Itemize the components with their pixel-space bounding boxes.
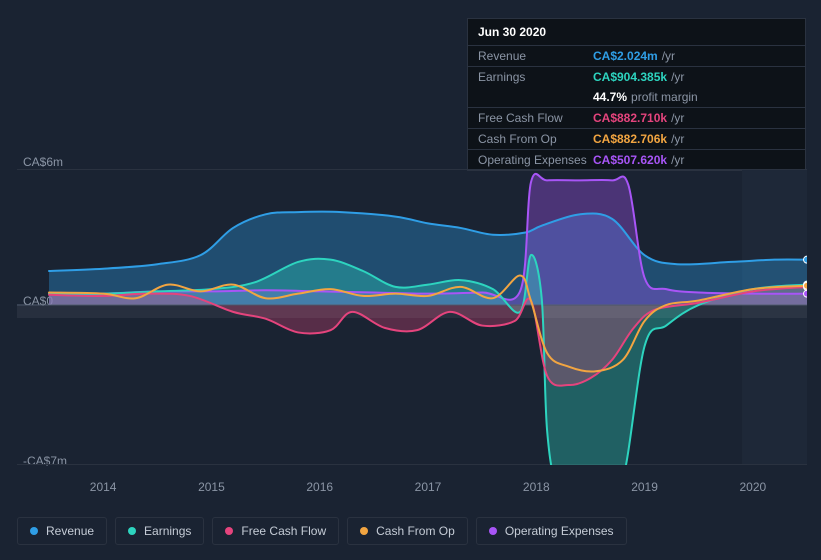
data-tooltip: Jun 30 2020 RevenueCA$2.024m/yrEarningsC… xyxy=(467,18,806,171)
legend-label: Operating Expenses xyxy=(505,524,614,538)
tooltip-value: CA$904.385k/yr xyxy=(593,70,684,84)
tooltip-row: Free Cash FlowCA$882.710k/yr xyxy=(468,107,805,128)
xaxis-label: 2019 xyxy=(631,480,658,494)
legend-label: Cash From Op xyxy=(376,524,455,538)
tooltip-value: CA$2.024m/yr xyxy=(593,49,675,63)
tooltip-row: RevenueCA$2.024m/yr xyxy=(468,45,805,66)
chart-svg xyxy=(17,169,807,465)
legend-item-operating-expenses[interactable]: Operating Expenses xyxy=(476,517,627,545)
legend-item-free-cash-flow[interactable]: Free Cash Flow xyxy=(212,517,339,545)
tooltip-date: Jun 30 2020 xyxy=(468,19,805,45)
tooltip-profit-margin: 44.7%profit margin xyxy=(468,87,805,107)
xaxis-label: 2020 xyxy=(739,480,766,494)
xaxis-label: 2015 xyxy=(198,480,225,494)
legend-item-revenue[interactable]: Revenue xyxy=(17,517,107,545)
tooltip-value: CA$882.710k/yr xyxy=(593,111,684,125)
yaxis-label-top: CA$6m xyxy=(23,155,63,169)
tooltip-label: Revenue xyxy=(478,49,593,63)
tooltip-suffix: /yr xyxy=(671,70,684,84)
financial-area-chart: CA$6m CA$0 -CA$7m xyxy=(17,155,807,475)
tooltip-label: Earnings xyxy=(478,70,593,84)
legend-dot-icon xyxy=(225,527,233,535)
tooltip-row: EarningsCA$904.385k/yr xyxy=(468,66,805,87)
legend-item-cash-from-op[interactable]: Cash From Op xyxy=(347,517,468,545)
tooltip-row: Cash From OpCA$882.706k/yr xyxy=(468,128,805,149)
tooltip-suffix: /yr xyxy=(671,132,684,146)
xaxis-label: 2014 xyxy=(90,480,117,494)
legend-label: Earnings xyxy=(144,524,191,538)
legend: Revenue Earnings Free Cash Flow Cash From O… xyxy=(17,517,627,545)
legend-item-earnings[interactable]: Earnings xyxy=(115,517,204,545)
xaxis-label: 2017 xyxy=(415,480,442,494)
legend-label: Free Cash Flow xyxy=(241,524,326,538)
tooltip-value: CA$882.706k/yr xyxy=(593,132,684,146)
legend-dot-icon xyxy=(128,527,136,535)
legend-dot-icon xyxy=(489,527,497,535)
legend-dot-icon xyxy=(30,527,38,535)
xaxis-label: 2016 xyxy=(306,480,333,494)
tooltip-suffix: /yr xyxy=(662,49,675,63)
tooltip-label: Cash From Op xyxy=(478,132,593,146)
legend-label: Revenue xyxy=(46,524,94,538)
xaxis-label: 2018 xyxy=(523,480,550,494)
tooltip-label: Free Cash Flow xyxy=(478,111,593,125)
tooltip-suffix: /yr xyxy=(671,111,684,125)
legend-dot-icon xyxy=(360,527,368,535)
